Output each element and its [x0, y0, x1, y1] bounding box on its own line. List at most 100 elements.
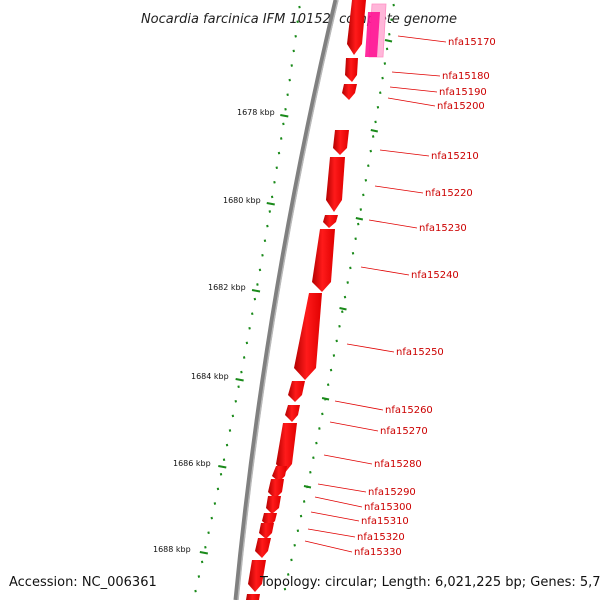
gene-nfa15220[interactable] — [326, 157, 345, 212]
gene-label-nfa15220[interactable]: nfa15220 — [425, 188, 473, 199]
gene-nfa15290[interactable] — [268, 479, 284, 499]
ruler-dot — [213, 502, 217, 505]
ruler-dot — [282, 122, 285, 126]
gene-label-nfa15280[interactable]: nfa15280 — [374, 459, 422, 470]
inner-ruler-dot — [318, 427, 321, 430]
gene-nfa15260a[interactable] — [288, 381, 305, 402]
ruler-major-tick — [266, 202, 275, 206]
gene-label-nfa15230[interactable]: nfa15230 — [419, 223, 467, 234]
gene-label-nfa15290[interactable]: nfa15290 — [368, 487, 416, 498]
inner-ruler-dot — [329, 368, 333, 372]
inner-ruler-dot — [346, 281, 349, 284]
ruler-dot — [216, 487, 220, 491]
ruler-dot — [286, 93, 289, 97]
ruler-dot — [296, 20, 299, 24]
inner-ruler-dot — [321, 412, 324, 416]
gene-nfa15260b[interactable] — [285, 405, 300, 422]
inner-ruler-dot — [367, 164, 370, 168]
inner-ruler-dot — [371, 135, 375, 138]
gene-label-nfa15330[interactable]: nfa15330 — [354, 547, 402, 558]
ruler-dot — [256, 283, 259, 286]
gene-nfa15170[interactable] — [347, 0, 366, 55]
inner-ruler-major-tick — [355, 217, 364, 221]
gene-nfa15300[interactable] — [266, 496, 281, 514]
gene-nfa15320[interactable] — [259, 523, 274, 539]
inner-ruler-dot — [341, 310, 344, 314]
ruler-major-tick — [235, 378, 244, 382]
gene-label-nfa15210[interactable]: nfa15210 — [431, 151, 479, 162]
ruler-dot — [261, 253, 264, 257]
inner-ruler-dot — [392, 3, 395, 7]
inner-ruler-dot — [338, 324, 341, 328]
gene-label-nfa15200[interactable]: nfa15200 — [437, 101, 485, 112]
gene-label-nfa15190[interactable]: nfa15190 — [439, 87, 487, 98]
ruler-dot — [253, 297, 257, 301]
inner-ruler-dot — [390, 18, 393, 22]
gene-label-nfa15180[interactable]: nfa15180 — [442, 71, 490, 82]
ruler-dot — [245, 341, 249, 345]
gene-label-nfa15310[interactable]: nfa15310 — [361, 516, 409, 527]
ruler-dot — [222, 458, 226, 462]
genome-summary: Topology: circular; Length: 6,021,225 bp… — [259, 575, 600, 590]
gene-nfa15230[interactable] — [323, 215, 338, 228]
ruler-dot — [284, 107, 287, 111]
ruler-dot — [219, 472, 223, 476]
inner-ruler-dot — [299, 514, 303, 518]
ruler-dot — [270, 195, 274, 199]
ruler-dot — [292, 49, 295, 53]
gene-label-nfa15250[interactable]: nfa15250 — [396, 347, 444, 358]
ruler-dot — [207, 531, 210, 535]
gene-label-nfa15320[interactable]: nfa15320 — [357, 532, 405, 543]
ruler-dot — [294, 34, 297, 38]
inner-ruler-major-tick — [370, 129, 379, 133]
gene-nfa15240[interactable] — [312, 229, 335, 292]
gene-label-nfa15260[interactable]: nfa15260 — [385, 405, 433, 416]
gene-nfa15180[interactable] — [345, 58, 358, 82]
inner-ruler-dot — [374, 120, 377, 124]
inner-ruler — [283, 3, 395, 591]
gene-highlight-pink[interactable] — [365, 12, 380, 57]
inner-ruler-dot — [385, 47, 389, 51]
ruler-dot — [228, 429, 232, 432]
gene-nfa15190-200[interactable] — [342, 84, 357, 100]
gene-nfa15330[interactable] — [255, 538, 271, 558]
ruler-major-tick — [218, 465, 227, 469]
gene-next-b[interactable] — [246, 594, 260, 600]
ruler-dot — [240, 370, 243, 374]
inner-ruler-dot — [357, 222, 360, 226]
inner-ruler-dot — [315, 441, 318, 445]
inner-ruler-dot — [326, 383, 330, 387]
gene-label-nfa15170[interactable]: nfa15170 — [448, 37, 496, 48]
gene-nfa15210[interactable] — [333, 130, 349, 155]
ruler-dot — [248, 326, 251, 330]
ruler-dot — [231, 414, 235, 418]
inner-ruler-dot — [364, 178, 368, 182]
gene-label-nfa15240[interactable]: nfa15240 — [411, 270, 459, 281]
gene-next-a[interactable] — [248, 560, 266, 592]
inner-ruler-dot — [354, 237, 357, 241]
ruler-dot — [279, 137, 283, 140]
gene-labels: nfa15170 nfa15180 nfa15190 nfa15200 nfa1… — [354, 37, 496, 558]
genome-backbone-highlight — [237, 0, 339, 600]
inner-ruler-major-tick — [321, 397, 330, 401]
ruler-dot — [277, 151, 281, 155]
kbp-label-1682: 1682 kbp — [208, 283, 246, 292]
gene-nfa15250[interactable] — [294, 293, 322, 380]
inner-ruler-dot — [359, 208, 363, 211]
inner-ruler-major-tick — [339, 307, 347, 311]
gene-nfa15280[interactable] — [272, 466, 287, 482]
kbp-label-1688: 1688 kbp — [153, 545, 191, 554]
gene-label-nfa15300[interactable]: nfa15300 — [364, 502, 412, 513]
inner-ruler-dot — [293, 543, 296, 547]
gene-nfa15270[interactable] — [276, 423, 297, 474]
ruler-major-tick — [251, 289, 261, 293]
kbp-ruler — [194, 5, 301, 593]
inner-ruler-dot — [296, 529, 300, 533]
inner-ruler-dot — [283, 587, 287, 591]
ruler-dot — [268, 210, 272, 213]
inner-ruler-dot — [376, 105, 380, 109]
gene-label-nfa15270[interactable]: nfa15270 — [380, 426, 428, 437]
gene-track — [246, 0, 387, 600]
inner-ruler-dot — [287, 573, 290, 576]
